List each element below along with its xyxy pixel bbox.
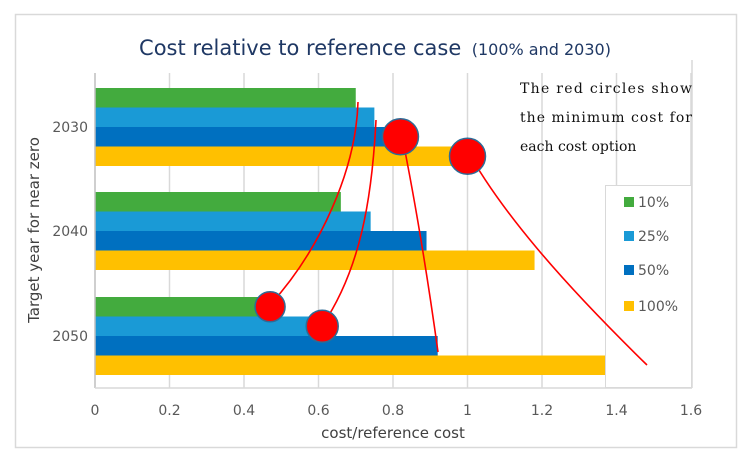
legend-label: 100%	[638, 299, 678, 315]
chart-title-suffix: (100% and 2030)	[472, 40, 611, 59]
connector-curve-100pct	[465, 147, 648, 366]
minimum-markers	[254, 118, 487, 343]
chart-title-main: Cost relative to reference case	[139, 36, 461, 60]
x-tick-label: 0.6	[307, 403, 329, 419]
legend-label: 25%	[638, 229, 669, 245]
y-axis-title: Target year for near zero	[25, 137, 43, 324]
y-tick-label: 2030	[52, 120, 88, 136]
y-tick-labels: 2030 2040 2050	[52, 120, 88, 345]
bar-2050-25pct	[95, 316, 323, 336]
connector-curve-50pct	[400, 130, 439, 353]
legend-label: 50%	[638, 263, 669, 279]
x-tick-label: 1.4	[605, 403, 627, 419]
y-tick-label: 2040	[52, 224, 88, 240]
legend-swatch-25pct	[624, 231, 634, 241]
minimum-marker-50pct	[381, 118, 420, 156]
y-tick-label: 2050	[52, 329, 88, 345]
x-tick-label: 1.2	[531, 403, 553, 419]
annotation-line: the minimum cost for	[520, 110, 692, 126]
bar-2050-50pct	[95, 336, 438, 356]
bar-2040-50pct	[95, 231, 427, 251]
chart-title: Cost relative to reference case (100% an…	[139, 36, 611, 60]
bar-2030-50pct	[95, 127, 401, 147]
legend-box	[605, 185, 692, 388]
minimum-marker-25pct	[305, 309, 339, 343]
annotation-line: The red circles show	[520, 81, 692, 97]
bar-2050-10pct	[95, 297, 271, 317]
bar-2050-100pct	[95, 355, 647, 375]
x-tick-label: 1.6	[680, 403, 702, 419]
legend: 10% 25% 50% 100%	[624, 195, 678, 315]
legend-swatch-10pct	[624, 197, 634, 207]
legend-swatch-50pct	[624, 265, 634, 275]
x-tick-label: 0.8	[382, 403, 404, 419]
legend-label: 10%	[638, 195, 669, 211]
x-axis-title: cost/reference cost	[321, 424, 465, 442]
x-tick-label: 0.4	[233, 403, 255, 419]
bar-2030-10pct	[95, 88, 356, 108]
minimum-marker-10pct	[254, 291, 286, 323]
bar-2040-100pct	[95, 250, 535, 270]
x-tick-label: 1	[463, 403, 472, 419]
legend-swatch-100pct	[624, 301, 634, 311]
bars	[95, 88, 647, 375]
x-tick-labels: 0 0.2 0.4 0.6 0.8 1 1.2 1.4 1.6	[91, 403, 703, 419]
connector-curve-25pct	[321, 119, 377, 327]
x-tick-label: 0.2	[158, 403, 180, 419]
connector-curves	[269, 101, 648, 366]
connector-curve-10pct	[269, 101, 359, 306]
x-tick-label: 0	[91, 403, 100, 419]
bar-2040-10pct	[95, 192, 341, 212]
bar-2040-25pct	[95, 211, 371, 231]
annotation-line: each cost option	[520, 139, 636, 155]
minimum-marker-100pct	[448, 137, 487, 175]
bar-2030-25pct	[95, 107, 375, 127]
